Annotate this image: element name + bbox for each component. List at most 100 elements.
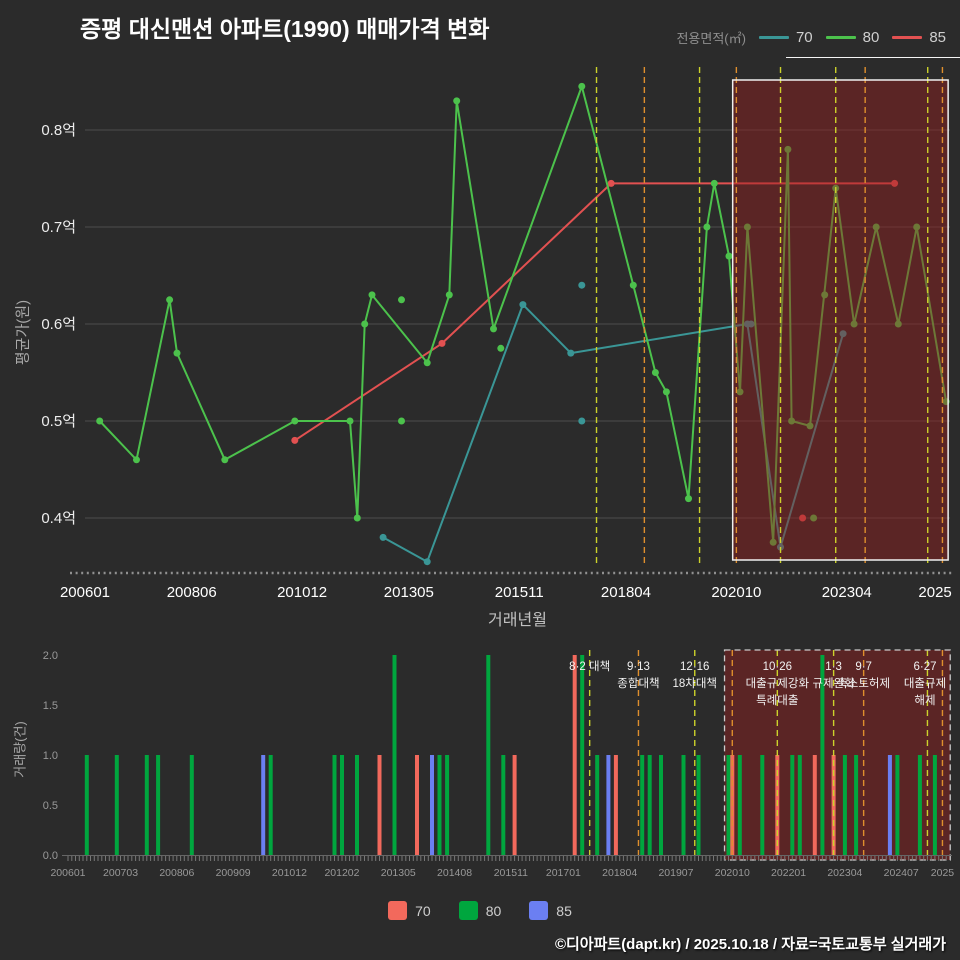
data-point-85[interactable] xyxy=(799,514,807,522)
volume-bar-80[interactable] xyxy=(437,755,442,855)
data-point-80[interactable] xyxy=(872,223,880,231)
volume-bar-85[interactable] xyxy=(606,755,611,855)
data-point-80[interactable] xyxy=(662,388,670,396)
volume-bar-80[interactable] xyxy=(84,755,89,855)
data-point-80[interactable] xyxy=(398,417,405,425)
data-point-85[interactable] xyxy=(607,179,615,187)
volume-bar-85[interactable] xyxy=(430,755,434,855)
volume-bar-70[interactable] xyxy=(613,755,618,855)
data-point-80[interactable] xyxy=(291,417,299,425)
data-point-80[interactable] xyxy=(173,349,181,357)
legend-item-85[interactable]: 85 xyxy=(892,29,946,46)
data-point-80[interactable] xyxy=(490,325,497,333)
volume-bar-80[interactable] xyxy=(659,755,663,855)
data-point-80[interactable] xyxy=(788,417,796,425)
volume-bar-80[interactable] xyxy=(189,755,194,855)
legend-item-80[interactable]: 80 xyxy=(825,29,879,46)
volume-bar-80[interactable] xyxy=(895,755,900,855)
data-point-80[interactable] xyxy=(703,223,711,231)
data-point-85[interactable] xyxy=(438,339,446,347)
data-point-80[interactable] xyxy=(445,291,453,299)
volume-bar-80[interactable] xyxy=(917,755,922,855)
volume-bar-80[interactable] xyxy=(355,755,359,855)
volume-bar-80[interactable] xyxy=(580,655,585,855)
data-point-80[interactable] xyxy=(453,97,461,105)
policy-annotation: 해제 xyxy=(914,694,935,707)
data-point-80[interactable] xyxy=(497,344,505,352)
data-point-80[interactable] xyxy=(398,296,405,304)
data-point-85[interactable] xyxy=(891,179,899,187)
data-point-80[interactable] xyxy=(361,320,369,328)
volume-bar-80[interactable] xyxy=(114,755,119,855)
data-point-80[interactable] xyxy=(806,422,814,430)
volume-bar-85[interactable] xyxy=(261,755,266,855)
volume-bar-80[interactable] xyxy=(332,755,337,855)
volume-bar-80[interactable] xyxy=(268,755,273,855)
data-point-80[interactable] xyxy=(913,223,921,231)
volume-bar-80[interactable] xyxy=(681,755,686,855)
volume-bar-85[interactable] xyxy=(887,755,892,855)
data-point-80[interactable] xyxy=(810,514,818,522)
data-point-80[interactable] xyxy=(166,296,174,304)
volume-bar-70[interactable] xyxy=(812,755,817,855)
volume-bar-80[interactable] xyxy=(790,755,795,855)
data-point-80[interactable] xyxy=(346,417,354,425)
data-point-80[interactable] xyxy=(736,388,744,396)
volume-bar-80[interactable] xyxy=(696,755,701,855)
volume-bar-80[interactable] xyxy=(501,755,506,855)
volume-bar-70[interactable] xyxy=(415,755,419,855)
volume-legend-item-80[interactable]: 80 xyxy=(458,901,501,920)
data-point-70[interactable] xyxy=(519,301,527,309)
volume-bar-80[interactable] xyxy=(156,755,161,855)
data-point-80[interactable] xyxy=(629,281,637,289)
volume-bar-70[interactable] xyxy=(377,755,382,855)
volume-bar-80[interactable] xyxy=(726,755,731,855)
data-point-80[interactable] xyxy=(423,359,431,367)
data-point-80[interactable] xyxy=(685,495,692,503)
data-point-70[interactable] xyxy=(423,558,431,566)
data-point-80[interactable] xyxy=(725,252,733,260)
data-point-80[interactable] xyxy=(894,320,902,328)
data-point-85[interactable] xyxy=(291,436,299,444)
volume-legend-item-85[interactable]: 85 xyxy=(529,901,572,920)
volume-legend-item-70[interactable]: 70 xyxy=(388,901,431,920)
data-point-80[interactable] xyxy=(710,179,718,187)
data-point-70[interactable] xyxy=(379,533,387,541)
data-point-70[interactable] xyxy=(567,349,575,357)
data-point-80[interactable] xyxy=(368,291,376,299)
volume-bar-80[interactable] xyxy=(640,755,645,855)
legend-item-70[interactable]: 70 xyxy=(758,29,813,46)
volume-bar-80[interactable] xyxy=(144,755,149,855)
data-point-80[interactable] xyxy=(850,320,858,328)
volume-bar-80[interactable] xyxy=(854,755,859,855)
data-point-70[interactable] xyxy=(747,320,755,328)
data-point-80[interactable] xyxy=(651,369,659,376)
data-point-80[interactable] xyxy=(96,417,104,425)
volume-bar-80[interactable] xyxy=(486,655,491,855)
volume-bar-70[interactable] xyxy=(572,655,577,855)
data-point-80[interactable] xyxy=(578,82,586,90)
volume-bar-80[interactable] xyxy=(737,755,742,855)
data-point-80[interactable] xyxy=(221,456,229,464)
volume-bar-80[interactable] xyxy=(340,755,344,855)
data-point-80[interactable] xyxy=(133,456,140,464)
volume-bar-80[interactable] xyxy=(445,755,450,855)
volume-bar-80[interactable] xyxy=(760,755,765,855)
volume-bar-80[interactable] xyxy=(595,755,600,855)
data-point-80[interactable] xyxy=(784,145,792,153)
volume-bar-80[interactable] xyxy=(647,755,652,855)
volume-bar-80[interactable] xyxy=(932,755,937,855)
volume-bar-80[interactable] xyxy=(797,755,802,855)
volume-bar-80[interactable] xyxy=(392,655,397,855)
data-point-80[interactable] xyxy=(353,514,361,522)
data-point-70[interactable] xyxy=(578,417,586,425)
data-point-70[interactable] xyxy=(578,281,586,289)
data-point-80[interactable] xyxy=(743,223,751,231)
data-point-70[interactable] xyxy=(839,330,847,338)
volume-bar-80[interactable] xyxy=(842,755,847,855)
legend-swatch-70 xyxy=(388,901,408,920)
data-point-80[interactable] xyxy=(769,538,777,546)
data-point-80[interactable] xyxy=(821,291,829,299)
volume-bar-80[interactable] xyxy=(820,655,825,855)
volume-bar-70[interactable] xyxy=(512,755,517,855)
